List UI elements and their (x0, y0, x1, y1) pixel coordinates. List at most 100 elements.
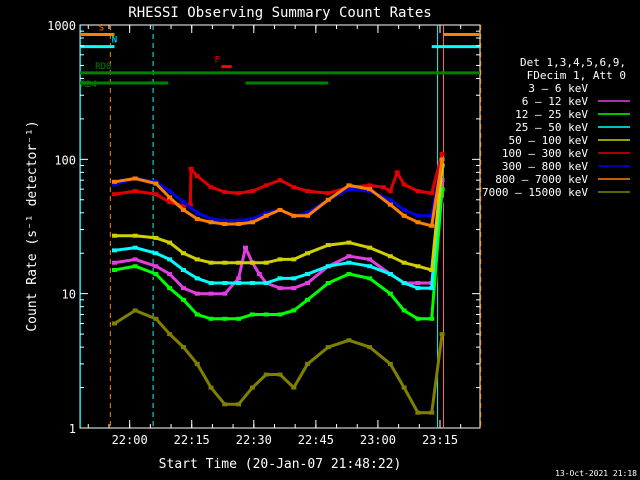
series-point-0-9 (246, 321, 252, 326)
series-point-7-12 (291, 213, 297, 218)
series-point-7-9 (249, 220, 255, 225)
series-point-0-4 (180, 321, 186, 326)
x-axis-label: Start Time (20-Jan-07 21:48:22) (159, 457, 402, 472)
x-tick-label-0: 22:00 (112, 433, 148, 447)
series-point-2-12 (291, 308, 297, 313)
series-point-3-7 (222, 281, 228, 286)
series-point-0-12 (284, 345, 290, 350)
series-point-7-2 (153, 181, 159, 186)
series-point-2-15 (346, 272, 352, 277)
series-point-3-8 (236, 281, 242, 286)
series-point-2-14 (325, 281, 331, 286)
series-point-5-9 (222, 190, 228, 195)
series-point-8-21 (439, 332, 445, 337)
series-point-6-15 (346, 187, 352, 192)
series-line-4 (114, 165, 444, 272)
y-tick-label-0: 1 (69, 422, 76, 436)
series-point-8-19 (415, 410, 421, 415)
series-point-8-3 (167, 332, 173, 337)
series-point-4-8 (236, 260, 242, 265)
series-point-1-4 (180, 286, 186, 291)
series-point-3-17 (387, 272, 393, 277)
series-point-2-18 (401, 308, 407, 313)
series-point-5-5 (187, 202, 193, 207)
series-point-2-21 (439, 187, 445, 192)
series-point-1-21 (415, 281, 421, 286)
series-point-4-7 (222, 260, 228, 265)
series-point-3-16 (367, 264, 373, 269)
series-point-1-18 (367, 257, 373, 262)
flag-bars: SN F RD0 RD4 (80, 23, 480, 90)
series-point-3-15 (346, 260, 352, 265)
series-point-4-4 (180, 251, 186, 256)
series-point-8-14 (325, 345, 331, 350)
series-point-2-10 (263, 312, 269, 317)
legend-label-7: 800 – 7000 keV (495, 173, 588, 186)
series-point-5-25 (439, 151, 445, 156)
y-tick-label-1: 10 (62, 288, 76, 302)
series-point-0-3 (167, 297, 173, 302)
series-point-7-7 (222, 222, 228, 227)
series-point-8-9 (249, 385, 255, 390)
legend-header-0: Det 1,3,4,5,6,9, (520, 56, 626, 69)
plot-area (79, 24, 481, 429)
series-point-2-17 (387, 291, 393, 296)
flag-label-rd0: RD0 (95, 62, 111, 72)
series-point-4-6 (208, 260, 214, 265)
series-point-1-3 (167, 272, 173, 277)
series-point-0-19 (415, 361, 421, 366)
series-point-2-6 (208, 316, 214, 321)
series-point-5-4 (180, 203, 186, 208)
series-point-6-10 (263, 210, 269, 215)
series-point-3-12 (291, 276, 297, 281)
x-tick-label-3: 22:45 (298, 433, 334, 447)
series-lines (111, 151, 445, 415)
series-point-4-9 (249, 260, 255, 265)
series-point-0-14 (325, 297, 331, 302)
series-point-4-11 (277, 257, 283, 262)
series-point-2-9 (249, 312, 255, 317)
series-point-6-8 (236, 218, 242, 223)
legend-label-8: 7000 – 15000 keV (482, 186, 588, 199)
series-point-1-2 (153, 264, 159, 269)
series-point-3-18 (401, 281, 407, 286)
series-point-5-24 (429, 191, 435, 196)
series-point-2-0 (111, 268, 117, 273)
series-point-7-18 (401, 213, 407, 218)
series-line-2 (114, 188, 444, 321)
series-point-1-8 (236, 276, 242, 281)
legend-label-5: 100 – 300 keV (502, 147, 588, 160)
series-point-7-15 (346, 183, 352, 188)
series-point-7-19 (415, 220, 421, 225)
series-point-6-13 (305, 210, 311, 215)
series-point-6-18 (401, 207, 407, 212)
series-point-3-20 (429, 286, 435, 291)
series-point-0-15 (346, 281, 352, 286)
series-point-6-9 (249, 216, 255, 221)
series-line-0 (114, 199, 444, 366)
series-line-3 (114, 165, 444, 290)
series-point-0-0 (111, 276, 117, 281)
series-point-1-5 (194, 291, 200, 296)
series-point-5-7 (194, 174, 200, 179)
series-point-0-16 (367, 286, 373, 291)
series-point-8-1 (132, 308, 138, 313)
series-point-3-13 (305, 272, 311, 277)
series-point-7-3 (167, 195, 173, 200)
series-point-8-4 (180, 345, 186, 350)
series-point-4-14 (325, 243, 331, 248)
series-point-3-10 (263, 281, 269, 286)
legend-label-2: 12 – 25 keV (515, 108, 588, 121)
legend-label-6: 300 – 800 keV (502, 160, 588, 173)
legend-label-0: 3 – 6 keV (528, 82, 588, 95)
series-point-3-11 (277, 276, 283, 281)
series-point-5-15 (305, 189, 311, 194)
series-point-3-19 (415, 286, 421, 291)
series-point-5-2 (153, 192, 159, 197)
chart-title: RHESSI Observing Summary Count Rates (128, 5, 431, 21)
series-point-4-17 (387, 254, 393, 259)
legend-label-4: 50 – 100 keV (509, 134, 589, 147)
series-point-3-4 (180, 268, 186, 273)
series-point-1-11 (256, 272, 262, 277)
series-point-1-1 (132, 257, 138, 262)
